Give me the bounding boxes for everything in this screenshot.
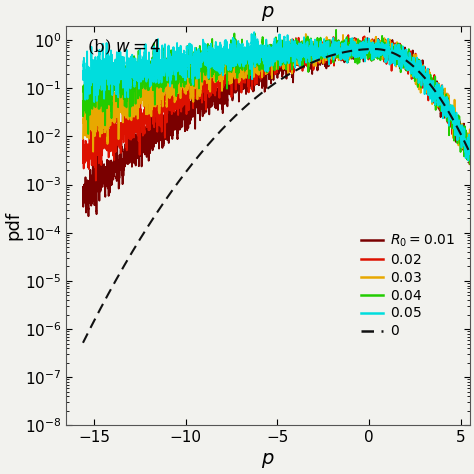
- X-axis label: $p$: $p$: [261, 451, 275, 470]
- Legend: $R_0 = 0.01$, $0.02$, $0.03$, $0.04$, $0.05$, $0$: $R_0 = 0.01$, $0.02$, $0.03$, $0.04$, $0…: [361, 233, 455, 338]
- Y-axis label: pdf: pdf: [4, 211, 22, 240]
- Title: $p$: $p$: [261, 4, 275, 23]
- Text: (b) $w = 4$: (b) $w = 4$: [87, 37, 161, 57]
